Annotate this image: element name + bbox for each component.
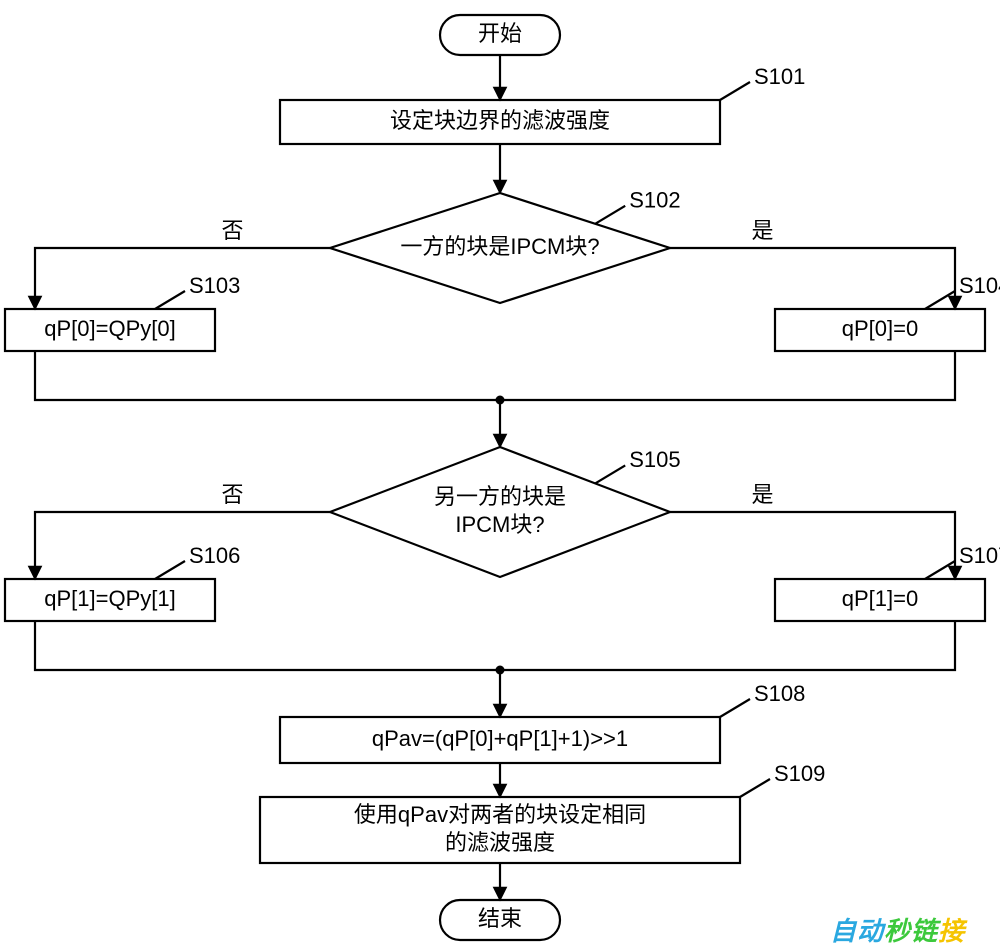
s103-label: qP[0]=QPy[0] (44, 316, 175, 341)
s109-label1: 使用qPav对两者的块设定相同 (354, 802, 646, 827)
s104-label: qP[0]=0 (842, 316, 918, 341)
step-tag: S107 (959, 543, 1000, 568)
s105-yes: 是 (751, 482, 773, 507)
s102-no: 否 (221, 218, 243, 243)
watermark-text: 自动秒链接 (830, 916, 968, 946)
connector (925, 561, 955, 579)
connector (35, 248, 330, 309)
step-tag: S109 (774, 761, 825, 786)
s105-no: 否 (221, 482, 243, 507)
connector (155, 291, 185, 309)
connector (720, 699, 750, 717)
connector (35, 512, 330, 579)
connector (720, 82, 750, 100)
end-label: 结束 (478, 906, 522, 931)
step-tag: S105 (629, 447, 680, 472)
step-tag: S103 (189, 273, 240, 298)
flowchart-diagram: 开始设定块边界的滤波强度 S101 一方的块是IPCM块? S102 qP[0]=QPy… (0, 0, 1000, 951)
connector (670, 248, 955, 309)
connector (595, 206, 625, 224)
s101-label: 设定块边界的滤波强度 (390, 108, 610, 133)
s106-label: qP[1]=QPy[1] (44, 586, 175, 611)
s108-label: qPav=(qP[0]+qP[1]+1)>>1 (372, 726, 628, 751)
s105-label1: 另一方的块是 (434, 484, 566, 509)
connector (500, 621, 955, 670)
connector (35, 621, 500, 670)
step-tag: S102 (629, 188, 680, 213)
step-tag: S108 (754, 681, 805, 706)
connector (595, 465, 625, 483)
connector (35, 351, 500, 400)
connector (155, 561, 185, 579)
s102-label: 一方的块是IPCM块? (400, 234, 599, 259)
connector (500, 351, 955, 400)
step-tag: S104 (959, 273, 1000, 298)
connector (925, 291, 955, 309)
start-label: 开始 (478, 21, 522, 46)
step-tag: S101 (754, 64, 805, 89)
s109-label2: 的滤波强度 (445, 830, 555, 855)
s105-label2: IPCM块? (455, 512, 544, 537)
connector (740, 779, 770, 797)
s107-label: qP[1]=0 (842, 586, 918, 611)
s102-yes: 是 (751, 218, 773, 243)
step-tag: S106 (189, 543, 240, 568)
connector (670, 512, 955, 579)
